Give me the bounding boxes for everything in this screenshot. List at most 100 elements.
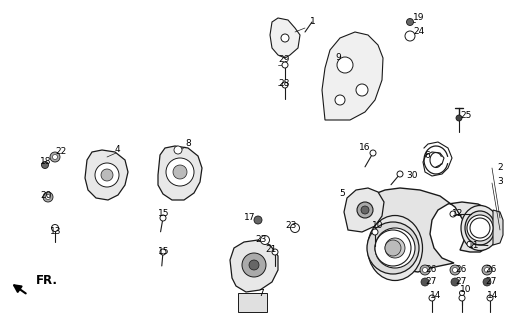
Circle shape: [482, 265, 492, 275]
Circle shape: [242, 253, 266, 277]
Circle shape: [375, 228, 415, 268]
Circle shape: [101, 169, 113, 181]
Text: 9: 9: [335, 53, 341, 62]
Polygon shape: [230, 240, 278, 292]
Ellipse shape: [465, 211, 495, 245]
Circle shape: [485, 268, 489, 273]
Polygon shape: [322, 32, 383, 120]
Text: 26: 26: [455, 266, 466, 275]
Text: 19: 19: [413, 13, 425, 22]
Ellipse shape: [367, 222, 419, 274]
Polygon shape: [493, 210, 503, 245]
Circle shape: [385, 240, 401, 256]
Text: 30: 30: [406, 171, 417, 180]
Text: 11: 11: [468, 241, 479, 250]
Circle shape: [95, 163, 119, 187]
Text: 23: 23: [255, 236, 266, 244]
Circle shape: [423, 268, 427, 273]
Circle shape: [43, 192, 53, 202]
Circle shape: [356, 84, 368, 96]
Circle shape: [260, 236, 269, 244]
Circle shape: [487, 295, 493, 301]
Circle shape: [52, 155, 58, 159]
Circle shape: [249, 260, 259, 270]
Text: 16: 16: [359, 143, 370, 153]
Circle shape: [50, 152, 60, 162]
Circle shape: [459, 291, 465, 295]
Text: 15: 15: [158, 209, 170, 218]
Circle shape: [405, 31, 415, 41]
Text: 17: 17: [244, 213, 255, 222]
Text: 7: 7: [258, 289, 264, 298]
Polygon shape: [270, 18, 300, 58]
Circle shape: [451, 278, 459, 286]
Text: 27: 27: [425, 277, 436, 286]
Circle shape: [456, 115, 462, 121]
Text: 27: 27: [455, 277, 466, 286]
Text: 10: 10: [372, 220, 383, 229]
Circle shape: [361, 206, 369, 214]
Circle shape: [166, 158, 194, 186]
Circle shape: [41, 162, 48, 169]
Text: 25: 25: [460, 110, 471, 119]
Circle shape: [335, 95, 345, 105]
Text: 20: 20: [40, 190, 51, 199]
Polygon shape: [344, 188, 384, 232]
Polygon shape: [85, 150, 128, 200]
Text: 27: 27: [485, 277, 496, 286]
Text: 26: 26: [485, 266, 496, 275]
Text: 21: 21: [265, 245, 276, 254]
Circle shape: [453, 268, 457, 273]
FancyBboxPatch shape: [237, 292, 267, 311]
Circle shape: [272, 249, 278, 255]
Circle shape: [51, 225, 58, 231]
Circle shape: [160, 249, 166, 255]
Text: 5: 5: [339, 189, 345, 198]
Text: 8: 8: [185, 139, 191, 148]
Text: 2: 2: [497, 163, 502, 172]
Text: 29: 29: [278, 55, 289, 65]
Circle shape: [406, 19, 414, 26]
Circle shape: [483, 278, 491, 286]
Circle shape: [174, 146, 182, 154]
Circle shape: [470, 218, 490, 238]
Circle shape: [429, 295, 435, 301]
Ellipse shape: [461, 205, 499, 251]
Text: 12: 12: [452, 209, 464, 218]
Text: 1: 1: [310, 18, 316, 27]
Circle shape: [420, 265, 430, 275]
Circle shape: [450, 211, 456, 217]
Circle shape: [173, 165, 187, 179]
Text: 28: 28: [278, 78, 289, 87]
Text: 22: 22: [55, 148, 66, 156]
Text: 26: 26: [425, 266, 436, 275]
Circle shape: [337, 57, 353, 73]
Text: FR.: FR.: [36, 274, 58, 287]
Text: 24: 24: [413, 28, 424, 36]
Text: 14: 14: [430, 291, 442, 300]
Circle shape: [290, 223, 299, 233]
Text: 18: 18: [40, 157, 51, 166]
Text: 4: 4: [115, 146, 121, 155]
Circle shape: [467, 241, 473, 247]
Circle shape: [397, 171, 403, 177]
Circle shape: [357, 202, 373, 218]
Text: 15: 15: [158, 247, 170, 257]
Polygon shape: [362, 188, 496, 272]
Text: 14: 14: [487, 291, 498, 300]
Circle shape: [375, 230, 411, 266]
Circle shape: [421, 278, 429, 286]
Circle shape: [385, 238, 405, 258]
Text: 23: 23: [285, 220, 297, 229]
Circle shape: [450, 265, 460, 275]
Polygon shape: [158, 146, 202, 200]
Circle shape: [254, 216, 262, 224]
Circle shape: [282, 62, 288, 68]
Circle shape: [370, 150, 376, 156]
Ellipse shape: [368, 215, 423, 281]
Circle shape: [282, 82, 288, 88]
Circle shape: [459, 295, 465, 301]
Circle shape: [160, 215, 166, 221]
Text: 3: 3: [497, 178, 503, 187]
Text: 6: 6: [424, 150, 430, 159]
